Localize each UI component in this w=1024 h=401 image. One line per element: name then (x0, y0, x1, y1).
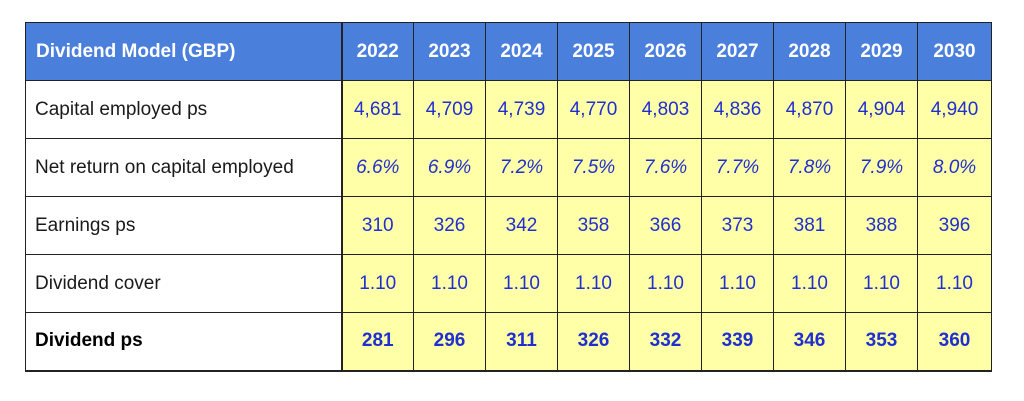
table-cell: 4,870 (773, 80, 846, 139)
table-cell: 4,709 (413, 80, 486, 139)
table-cell: 4,681 (341, 80, 414, 139)
row-label: Net return on capital employed (25, 138, 343, 197)
row-label: Capital employed ps (25, 80, 343, 139)
table-cell: 1.10 (917, 254, 992, 313)
table-cell: 4,770 (557, 80, 630, 139)
table-cell: 7.6% (629, 138, 702, 197)
row-dividend-cover: Dividend cover 1.10 1.10 1.10 1.10 1.10 … (25, 254, 992, 313)
row-net-return: Net return on capital employed 6.6% 6.9%… (25, 138, 992, 197)
table-cell: 1.10 (773, 254, 846, 313)
table-cell: 1.10 (341, 254, 414, 313)
table-cell: 1.10 (413, 254, 486, 313)
row-label: Dividend cover (25, 254, 343, 313)
table-title: Dividend Model (GBP) (25, 22, 343, 81)
row-dividend-ps: Dividend ps 281 296 311 326 332 339 346 … (25, 312, 992, 372)
table-cell: 7.5% (557, 138, 630, 197)
table-cell: 7.8% (773, 138, 846, 197)
table-cell: 4,803 (629, 80, 702, 139)
year-header: 2023 (413, 22, 486, 81)
table-cell: 281 (341, 312, 414, 372)
table-cell: 332 (629, 312, 702, 372)
table-cell: 7.2% (485, 138, 558, 197)
table-cell: 326 (413, 196, 486, 255)
year-header: 2030 (917, 22, 992, 81)
table-cell: 360 (917, 312, 992, 372)
year-header: 2024 (485, 22, 558, 81)
table-cell: 311 (485, 312, 558, 372)
table-cell: 346 (773, 312, 846, 372)
row-earnings: Earnings ps 310 326 342 358 366 373 381 … (25, 196, 992, 255)
table-cell: 1.10 (845, 254, 918, 313)
table-cell: 342 (485, 196, 558, 255)
table-cell: 1.10 (629, 254, 702, 313)
table-cell: 381 (773, 196, 846, 255)
table-cell: 326 (557, 312, 630, 372)
header-row: Dividend Model (GBP) 2022 2023 2024 2025… (25, 22, 992, 81)
table-cell: 373 (701, 196, 774, 255)
table-cell: 1.10 (485, 254, 558, 313)
year-header: 2029 (845, 22, 918, 81)
row-label: Earnings ps (25, 196, 343, 255)
table-cell: 8.0% (917, 138, 992, 197)
year-header: 2025 (557, 22, 630, 81)
table-cell: 339 (701, 312, 774, 372)
table-cell: 4,904 (845, 80, 918, 139)
table-cell: 7.7% (701, 138, 774, 197)
row-capital-employed: Capital employed ps 4,681 4,709 4,739 4,… (25, 80, 992, 139)
row-label: Dividend ps (25, 312, 343, 372)
table-cell: 296 (413, 312, 486, 372)
table-cell: 388 (845, 196, 918, 255)
table-cell: 353 (845, 312, 918, 372)
table-cell: 6.6% (341, 138, 414, 197)
table-cell: 7.9% (845, 138, 918, 197)
table-cell: 358 (557, 196, 630, 255)
table-cell: 1.10 (701, 254, 774, 313)
table-cell: 4,940 (917, 80, 992, 139)
table-cell: 310 (341, 196, 414, 255)
table-cell: 4,836 (701, 80, 774, 139)
year-header: 2026 (629, 22, 702, 81)
year-header: 2022 (341, 22, 414, 81)
table-cell: 366 (629, 196, 702, 255)
table-cell: 396 (917, 196, 992, 255)
table-cell: 4,739 (485, 80, 558, 139)
year-header: 2028 (773, 22, 846, 81)
dividend-model-table: Dividend Model (GBP) 2022 2023 2024 2025… (25, 22, 992, 372)
table-cell: 6.9% (413, 138, 486, 197)
year-header: 2027 (701, 22, 774, 81)
table-cell: 1.10 (557, 254, 630, 313)
